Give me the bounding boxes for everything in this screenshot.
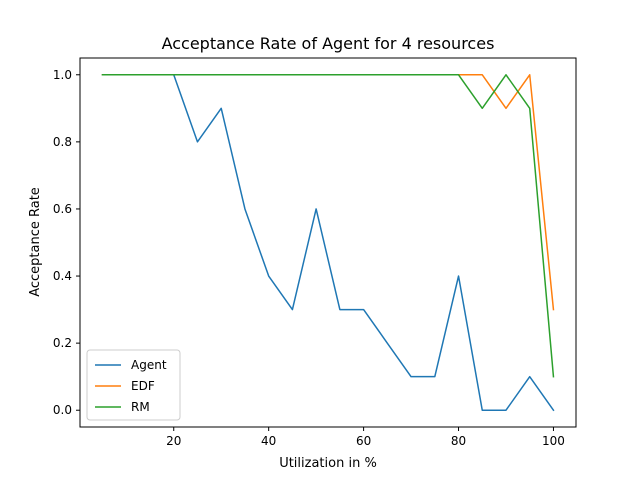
legend-label-edf: EDF: [131, 379, 155, 393]
y-tick-label: 0.4: [53, 269, 72, 283]
plot-frame: [79, 57, 577, 428]
legend-label-agent: Agent: [131, 358, 167, 372]
plot-lines: [101, 74, 555, 412]
y-tick-label: 0.0: [53, 403, 72, 417]
x-tick-label: 40: [261, 434, 276, 448]
series-line-rm: [101, 74, 555, 378]
x-tick-label: 20: [166, 434, 181, 448]
chart-title: Acceptance Rate of Agent for 4 resources: [162, 34, 495, 53]
legend-box: [86, 349, 181, 421]
y-tick-label: 0.8: [53, 135, 72, 149]
y-tick-label: 0.2: [53, 336, 72, 350]
x-tick-label: 60: [356, 434, 371, 448]
y-axis-label: Acceptance Rate: [28, 187, 43, 297]
y-tick-label: 1.0: [53, 68, 72, 82]
x-tick-label: 100: [542, 434, 565, 448]
x-axis-label: Utilization in %: [279, 456, 377, 471]
legend: Agent EDF RM: [86, 349, 181, 421]
legend-label-rm: RM: [131, 400, 150, 414]
series-line-agent: [101, 74, 555, 412]
y-axis-ticks: 0.0 0.2 0.4 0.6 0.8 1.0: [53, 68, 80, 417]
x-tick-label: 80: [451, 434, 466, 448]
x-axis-ticks: 20 40 60 80 100: [166, 427, 565, 448]
y-tick-label: 0.6: [53, 202, 72, 216]
